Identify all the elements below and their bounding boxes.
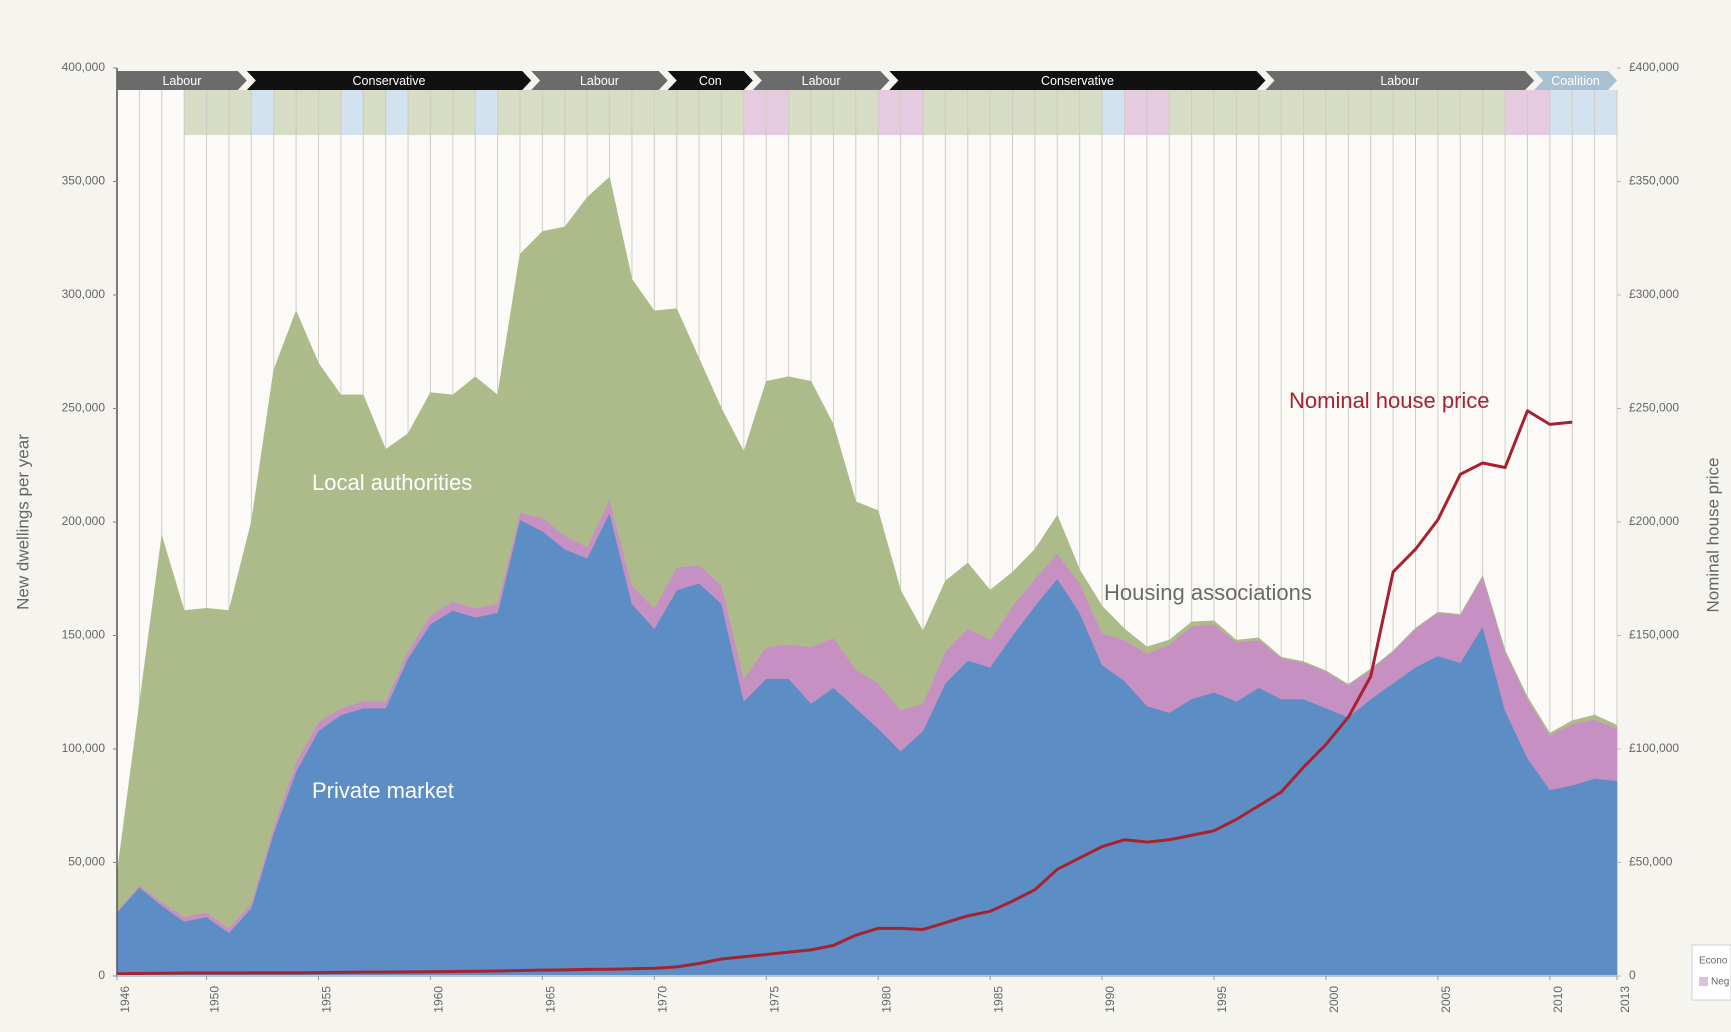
y2-tick-label: £50,000 (1629, 855, 1673, 869)
x-tick-label: 1955 (320, 986, 334, 1013)
y2-tick-label: 0 (1629, 968, 1636, 982)
x-tick-label: 2005 (1439, 986, 1453, 1013)
x-tick-label: 1975 (767, 986, 781, 1013)
y2-tick-label: £150,000 (1629, 628, 1679, 642)
y-tick-label: 150,000 (62, 628, 106, 642)
series-label: Local authorities (312, 470, 472, 495)
economy-legend-entry: Neg (1711, 977, 1729, 988)
x-tick-label: 1985 (991, 986, 1005, 1013)
x-tick-label: 1965 (544, 986, 558, 1013)
series-label: Private market (312, 778, 454, 803)
y-tick-label: 0 (98, 968, 105, 982)
x-tick-label: 1980 (879, 986, 893, 1013)
y-axis-label: New dwellings per year (13, 434, 32, 610)
economy-band (498, 90, 744, 135)
party-label: Conservative (1041, 74, 1114, 88)
economy-band (386, 90, 408, 135)
x-tick-label: 1946 (118, 986, 132, 1013)
y-tick-label: 200,000 (62, 514, 106, 528)
economy-band (1102, 90, 1124, 135)
economy-band (363, 90, 385, 135)
economy-legend-box (1692, 945, 1731, 1000)
y-tick-label: 250,000 (62, 401, 106, 415)
economy-band (251, 90, 273, 135)
y-tick-label: 400,000 (62, 60, 106, 74)
y-tick-label: 300,000 (62, 287, 106, 301)
series-label: Nominal house price (1289, 388, 1490, 413)
y2-tick-label: £100,000 (1629, 741, 1679, 755)
economy-band (408, 90, 475, 135)
party-label: Labour (802, 74, 841, 88)
y-tick-label: 50,000 (68, 855, 105, 869)
y-tick-label: 350,000 (62, 174, 106, 188)
y2-axis-label: Nominal house price (1703, 458, 1722, 613)
economy-band (1169, 90, 1505, 135)
series-label: Housing associations (1104, 580, 1312, 605)
chart: New dwellings per year Nominal house pri… (0, 0, 1731, 1032)
economy-band (184, 90, 251, 135)
x-tick-label: 1995 (1215, 986, 1229, 1013)
x-tick-label: 2010 (1551, 986, 1565, 1013)
economy-band (1550, 90, 1617, 135)
y2-tick-label: £400,000 (1629, 60, 1679, 74)
party-label: Coalition (1551, 74, 1600, 88)
x-tick-label: 1950 (208, 986, 222, 1013)
x-tick-label: 1970 (655, 986, 669, 1013)
economy-legend-title: Econo (1699, 956, 1728, 967)
economy-band (274, 90, 341, 135)
x-tick-label: 1960 (432, 986, 446, 1013)
y-tick-label: 100,000 (62, 741, 106, 755)
x-tick-label: 1990 (1103, 986, 1117, 1013)
y2-tick-label: £250,000 (1629, 401, 1679, 415)
y2-tick-label: £200,000 (1629, 514, 1679, 528)
economy-legend-swatch (1699, 977, 1708, 986)
x-tick-label: 2013 (1618, 986, 1632, 1013)
party-label: Labour (162, 74, 201, 88)
party-label: Conservative (353, 74, 426, 88)
party-label: Labour (1380, 74, 1419, 88)
y2-tick-label: £300,000 (1629, 287, 1679, 301)
x-tick-label: 2000 (1327, 986, 1341, 1013)
y2-tick-label: £350,000 (1629, 174, 1679, 188)
party-label: Con (699, 74, 722, 88)
economy-band (475, 90, 497, 135)
party-label: Labour (580, 74, 619, 88)
page: New dwellings per year Nominal house pri… (0, 0, 1731, 1032)
economy-band (341, 90, 363, 135)
